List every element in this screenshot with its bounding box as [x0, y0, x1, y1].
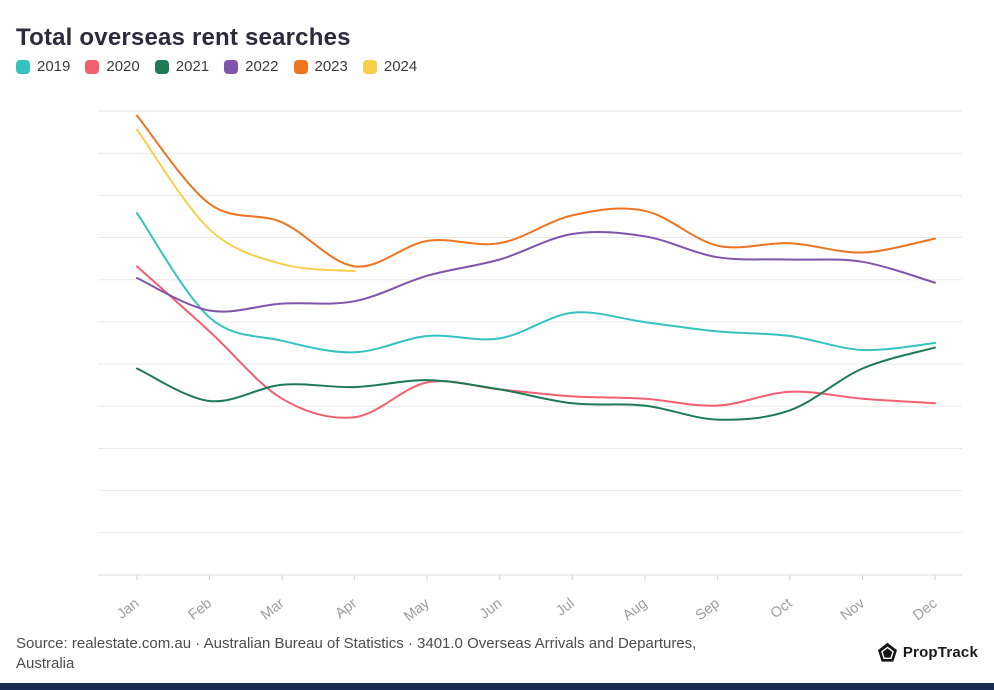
series-line-2020 [136, 265, 936, 419]
legend-swatch [154, 59, 169, 74]
source-line-2: Australia [16, 655, 75, 673]
proptrack-home-icon [877, 642, 897, 662]
x-axis-label: Apr [332, 595, 360, 622]
legend-swatch [224, 59, 239, 74]
gridlines [98, 110, 962, 576]
legend-item-2021[interactable]: 2021 [154, 58, 210, 75]
legend-swatch [293, 59, 308, 74]
legend-item-2020[interactable]: 2020 [85, 58, 140, 75]
series-line-2022 [136, 230, 936, 313]
legend-item-2024[interactable]: 2024 [362, 58, 418, 75]
x-axis-label: Nov [838, 595, 869, 624]
legend-label: 2019 [37, 58, 71, 75]
chart-series [136, 114, 936, 421]
x-axis-label: May [401, 595, 433, 625]
chart-footer: Source: realestate.com.au · Australian B… [16, 634, 978, 675]
chart-svg: Jan Feb Mar Apr May Jun Jul Aug Sep Oct Nov Dec [98, 110, 962, 625]
source-line-1: Source: realestate.com.au · Australian B… [16, 635, 697, 652]
x-axis-label: Aug [620, 596, 650, 624]
legend-item-2019[interactable]: 2019 [16, 58, 70, 75]
legend-label: 2023 [314, 58, 348, 75]
legend-swatch [16, 59, 30, 74]
x-axis-label: Feb [185, 596, 215, 624]
x-axis-label: Jun [477, 596, 505, 623]
legend-label: 2022 [245, 58, 279, 75]
legend-label: 2024 [383, 58, 418, 75]
page-title: Total overseas rent searches [16, 24, 351, 52]
legend-item-2022[interactable]: 2022 [224, 58, 279, 75]
x-axis-label: Oct [768, 596, 796, 622]
series-line-2023 [136, 114, 936, 268]
x-axis-labels: Jan Feb Mar Apr May Jun Jul Aug Sep Oct Nov Dec [114, 595, 940, 625]
x-axis-label: Jan [114, 596, 142, 623]
proptrack-logo: PropTrack [877, 642, 978, 663]
series-line-2021 [136, 346, 936, 421]
legend-swatch [85, 59, 100, 74]
legend-label: 2020 [106, 58, 140, 75]
x-axis-label: Jul [553, 596, 577, 620]
legend-item-2023[interactable]: 2023 [293, 58, 348, 75]
series-line-2019 [136, 212, 936, 354]
x-axis-ticks [136, 575, 936, 580]
bottom-accent-bar [0, 683, 994, 690]
proptrack-logo-text: PropTrack [902, 644, 978, 661]
x-axis-label: Dec [910, 596, 940, 624]
x-axis-label: Sep [693, 596, 723, 624]
source-text: Source: realestate.com.au · Australian B… [16, 634, 696, 675]
series-line-2024 [136, 128, 356, 273]
x-axis-label: Mar [258, 595, 288, 623]
chart-legend: 2019 2020 2021 2022 2023 2024 [16, 58, 417, 75]
legend-label: 2021 [175, 58, 210, 75]
legend-swatch [362, 59, 377, 74]
